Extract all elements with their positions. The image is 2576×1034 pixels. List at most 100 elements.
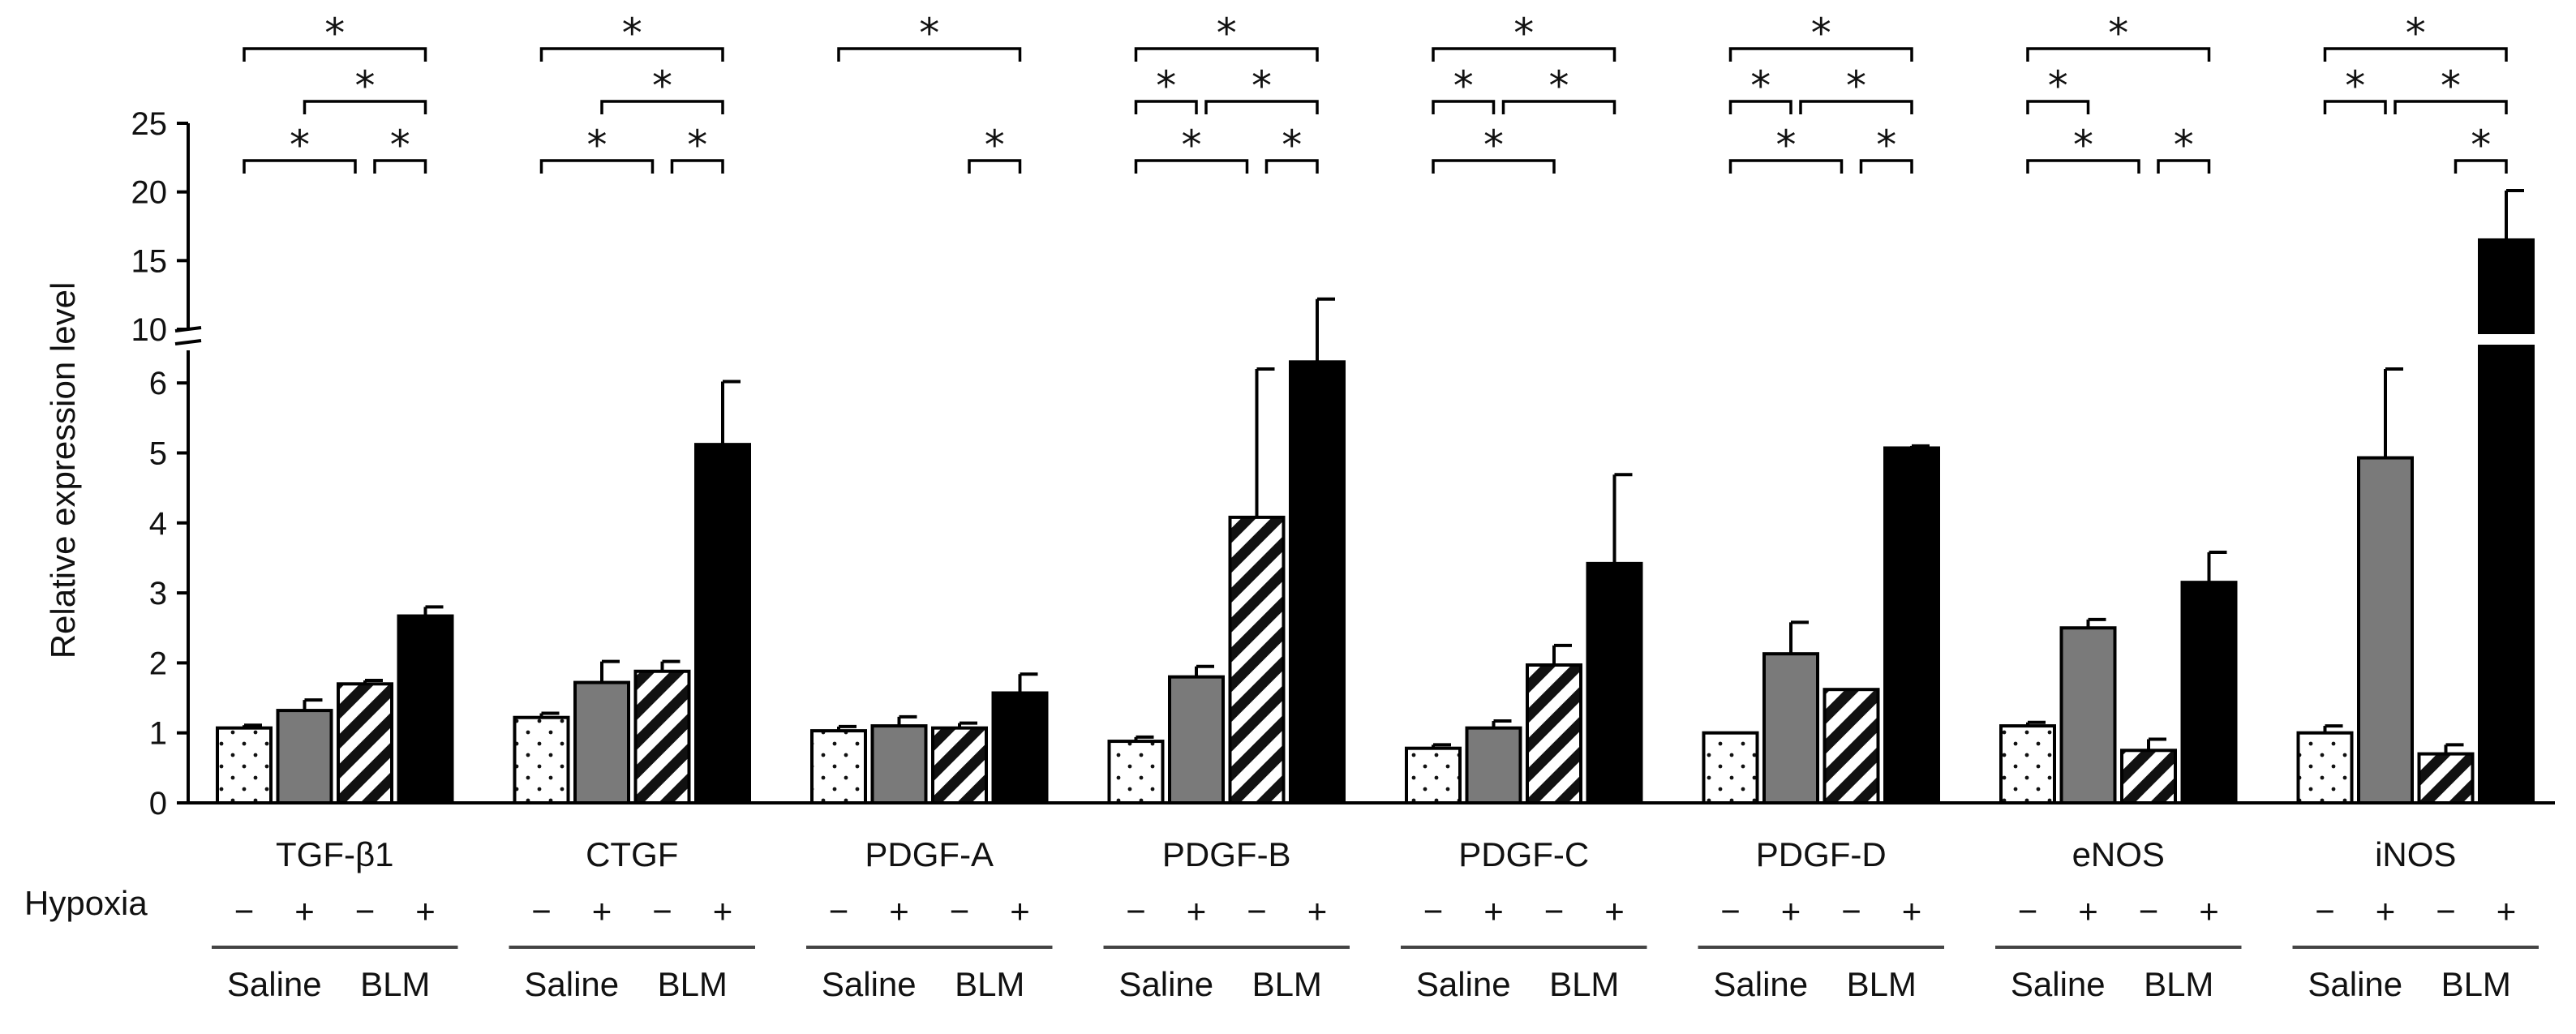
hypoxia-sign: −: [2018, 892, 2038, 930]
significance-star: *: [2048, 62, 2068, 109]
significance-bracket: [1264, 159, 1319, 174]
significance-bracket: [1799, 100, 1913, 114]
significance-star: *: [1750, 62, 1771, 109]
hypoxia-sign: +: [1781, 892, 1801, 930]
group-label: Saline: [2308, 965, 2402, 1003]
significance-star: *: [2073, 122, 2093, 169]
significance-bracket: [373, 159, 427, 174]
significance-star: *: [1513, 10, 1534, 57]
y-axis-break-mark: [174, 339, 202, 345]
y-tick-label: 1: [149, 716, 167, 752]
bar: [397, 614, 454, 804]
category-label: TGF-β1: [276, 835, 393, 873]
significance-bracket: [539, 47, 724, 62]
y-tick-label: 15: [131, 243, 168, 279]
bar: [2120, 749, 2177, 805]
group-label: BLM: [955, 965, 1024, 1003]
significance-star: *: [1182, 122, 1202, 169]
bar: [1883, 446, 1940, 804]
category-label: CTGF: [586, 835, 678, 873]
hypoxia-sign: −: [829, 892, 849, 930]
significance-bracket: [1432, 47, 1616, 62]
significance-bracket: [2157, 159, 2211, 174]
significance-bracket: [1432, 100, 1496, 114]
group-label: BLM: [1549, 965, 1619, 1003]
significance-bracket: [600, 100, 724, 114]
hypoxia-sign: −: [1126, 892, 1146, 930]
significance-bracket: [539, 159, 655, 174]
category-label: PDGF-B: [1162, 835, 1291, 873]
group-label: BLM: [2441, 965, 2511, 1003]
significance-star: *: [1549, 62, 1569, 109]
hypoxia-sign: −: [234, 892, 255, 930]
bar: [1526, 663, 1582, 805]
significance-layer: *** **** ***** ** *** **** ** **** *** **: [243, 10, 2508, 174]
significance-bracket: [2323, 100, 2387, 114]
hypoxia-sign: +: [294, 892, 315, 930]
hypoxia-sign: +: [592, 892, 612, 930]
significance-star: *: [1252, 62, 1272, 109]
hypoxia-sign: +: [1483, 892, 1504, 930]
significance-star: *: [390, 122, 410, 169]
bar: [633, 669, 691, 804]
significance-bracket: [1134, 159, 1249, 174]
hypoxia-sign: −: [950, 892, 970, 930]
significance-bracket: [670, 159, 724, 174]
bar: [276, 709, 333, 804]
y-tick-label: 0: [149, 786, 167, 822]
bar: [216, 726, 273, 804]
bar: [1762, 652, 1819, 805]
category-label: iNOS: [2375, 835, 2456, 873]
significance-bracket: [1134, 100, 1198, 114]
bar: [1168, 675, 1225, 804]
hypoxia-sign: +: [2376, 892, 2396, 930]
significance-bracket: [243, 47, 427, 62]
y-tick-label: 10: [131, 312, 168, 348]
hypoxia-sign: +: [1010, 892, 1030, 930]
significance-bracket: [2026, 47, 2211, 62]
bars-layer: [216, 188, 2535, 805]
hypoxia-sign: +: [713, 892, 733, 930]
category-label: PDGF-D: [1756, 835, 1887, 873]
group-label: Saline: [524, 965, 619, 1003]
bar: [513, 715, 570, 804]
significance-star: *: [324, 10, 345, 57]
bar: [2357, 456, 2414, 805]
bar: [694, 443, 751, 804]
significance-bracket: [2323, 47, 2508, 62]
significance-star: *: [687, 122, 707, 169]
significance-bracket: [968, 159, 1022, 174]
significance-star: *: [2471, 122, 2491, 169]
hypoxia-sign: +: [1604, 892, 1625, 930]
significance-star: *: [919, 10, 939, 57]
significance-bracket: [2026, 100, 2090, 114]
hypoxia-sign: +: [1902, 892, 1922, 930]
group-label: Saline: [1118, 965, 1213, 1003]
bar-break-gap: [2477, 334, 2535, 345]
bar: [1999, 724, 2056, 805]
group-label: Saline: [227, 965, 322, 1003]
significance-bracket: [303, 100, 427, 114]
group-label: Saline: [1416, 965, 1511, 1003]
hypoxia-sign: −: [652, 892, 672, 930]
hypoxia-sign: −: [355, 892, 376, 930]
significance-bracket: [2454, 159, 2508, 174]
significance-star: *: [2406, 10, 2426, 57]
bar: [870, 724, 928, 805]
significance-bracket: [1501, 100, 1616, 114]
bar: [1228, 515, 1286, 804]
significance-bracket: [1859, 159, 1913, 174]
bar: [991, 691, 1049, 804]
group-label: BLM: [2144, 965, 2213, 1003]
significance-star: *: [1876, 122, 1896, 169]
bar: [1289, 360, 1346, 804]
group-label: BLM: [658, 965, 728, 1003]
significance-star: *: [355, 62, 376, 109]
significance-bracket: [1728, 159, 1844, 174]
y-tick-label: 4: [149, 506, 167, 542]
y-tick-label: 6: [149, 366, 167, 401]
bar: [1823, 688, 1880, 804]
hypoxia-sign: −: [1247, 892, 1267, 930]
